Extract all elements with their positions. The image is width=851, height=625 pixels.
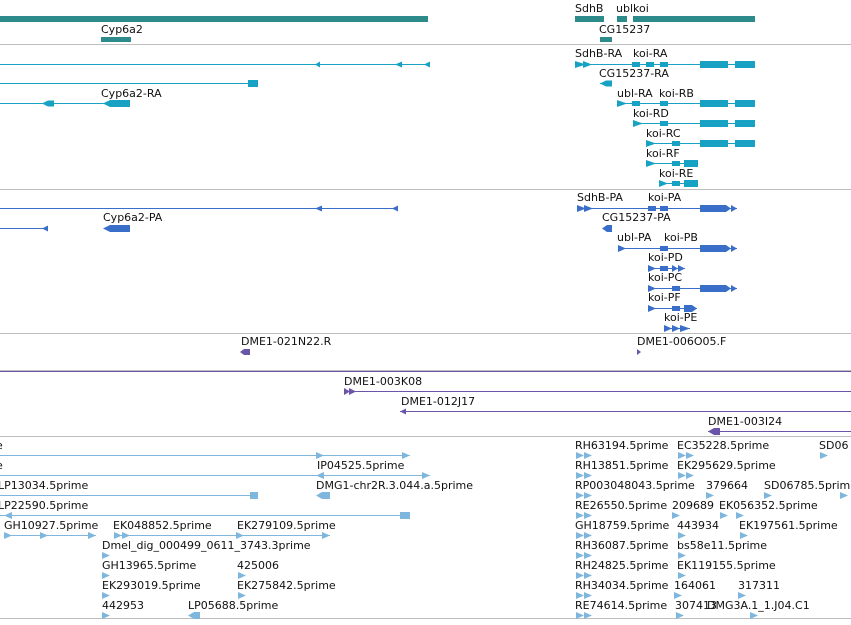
est-label-gh13965[interactable]: GH13965.5prime [102, 559, 197, 572]
protein-label-koi-pc[interactable]: koi-PC [648, 271, 682, 284]
est-label-ek295629[interactable]: EK295629.5prime [677, 459, 776, 472]
est-label-sd06785[interactable]: SD06785.5prime [764, 479, 851, 492]
transcript-label-koi-re[interactable]: koi-RE [659, 167, 693, 180]
est-label-307413[interactable]: 307413 [675, 599, 717, 612]
est-label-425006[interactable]: 425006 [237, 559, 279, 572]
est-label-e-2[interactable]: e [0, 459, 3, 472]
est-label-ek119155[interactable]: EK119155.5prime [677, 559, 776, 572]
est-label-164061[interactable]: 164061 [674, 579, 716, 592]
protein-label-cyp6a2-pa[interactable]: Cyp6a2-PA [103, 211, 163, 224]
transcript-label-koi-rf[interactable]: koi-RF [646, 147, 680, 160]
est-label-317311[interactable]: 317311 [738, 579, 780, 592]
clone-label-dme1-003k08[interactable]: DME1-003K08 [344, 375, 422, 388]
est-label-ek056352[interactable]: EK056352.5prime [719, 499, 818, 512]
transcript-label-koi-ra[interactable]: koi-RA [633, 47, 668, 60]
est-label-rh36087[interactable]: RH36087.5prime [575, 539, 669, 552]
gene-sdhb-bar[interactable] [575, 16, 604, 22]
est-label-e-1[interactable]: e [0, 439, 3, 452]
est-label-re26550[interactable]: RE26550.5prime [575, 499, 667, 512]
transcript-label-koi-rb[interactable]: koi-RB [659, 87, 694, 100]
clone-label-dme1-021n22-r[interactable]: DME1-021N22.R [241, 335, 332, 348]
est-label-ec35228[interactable]: EC35228.5prime [677, 439, 769, 452]
gene-cg15237-bar[interactable] [600, 37, 612, 42]
transcript-label-cyp6a2-ra[interactable]: Cyp6a2-RA [101, 87, 162, 100]
gene-label-cg15237[interactable]: CG15237 [599, 23, 650, 36]
protein-label-koi-pe[interactable]: koi-PE [664, 311, 697, 324]
clone-pair-track: DME1-003K08 DME1-012J17 DME1-003I24 [0, 371, 851, 435]
est-label-ek293019[interactable]: EK293019.5prime [102, 579, 201, 592]
gene-label-sdhb[interactable]: SdhB [575, 2, 603, 15]
est-label-442953[interactable]: 442953 [102, 599, 144, 612]
est-label-rh24825[interactable]: RH24825.5prime [575, 559, 669, 572]
est-label-379664[interactable]: 379664 [706, 479, 748, 492]
protein-label-sdhb-pa[interactable]: SdhB-PA [577, 191, 623, 204]
protein-label-koi-pa[interactable]: koi-PA [648, 191, 682, 204]
gene-label-cyp6a2[interactable]: Cyp6a2 [101, 23, 143, 36]
gene-label-ubl[interactable]: ubl [616, 2, 633, 15]
est-label-gh18759[interactable]: GH18759.5prime [575, 519, 670, 532]
gene-label-koi[interactable]: koi [633, 2, 649, 15]
est-label-sd06[interactable]: SD06 [819, 439, 848, 452]
gene-cyp6a2-bar[interactable] [101, 37, 131, 42]
gene-ubl-bar[interactable] [617, 16, 627, 22]
protein-label-koi-pd[interactable]: koi-PD [648, 251, 683, 264]
est-label-209689[interactable]: 209689 [672, 499, 714, 512]
protein-label-cg15237-pa[interactable]: CG15237-PA [602, 211, 671, 224]
est-label-dmg3a[interactable]: DMG3A.1_1.J04.C1 [707, 599, 810, 612]
est-label-ek197561[interactable]: EK197561.5prime [739, 519, 838, 532]
track-separators [0, 44, 851, 619]
gene-cyp6a2-span[interactable] [0, 16, 428, 22]
est-label-ek275842[interactable]: EK275842.5prime [237, 579, 336, 592]
est-label-gh10927[interactable]: GH10927.5prime [4, 519, 99, 532]
est-label-ek279109[interactable]: EK279109.5prime [237, 519, 336, 532]
est-label-rh63194[interactable]: RH63194.5prime [575, 439, 669, 452]
protein-label-ubl-pa[interactable]: ubl-PA [617, 231, 652, 244]
est-label-443934[interactable]: 443934 [677, 519, 719, 532]
transcript-label-koi-rd[interactable]: koi-RD [633, 107, 669, 120]
est-label-re74614[interactable]: RE74614.5prime [575, 599, 667, 612]
protein-label-koi-pb[interactable]: koi-PB [664, 231, 698, 244]
transcript-track: Cyp6a2-RA SdhB-RA koi-RA CG15237-RA ubl-… [0, 47, 755, 187]
est-label-bs58e11[interactable]: bs58e11.5prime [677, 539, 767, 552]
est-label-rh13851[interactable]: RH13851.5prime [575, 459, 669, 472]
clone-end-track: DME1-021N22.R DME1-006O05.F [240, 335, 726, 355]
clone-label-dme1-012j17[interactable]: DME1-012J17 [401, 395, 475, 408]
est-label-dmel-dig[interactable]: Dmel_dig_000499_0611_3743.3prime [102, 539, 311, 552]
clone-label-dme1-003i24[interactable]: DME1-003I24 [708, 415, 782, 428]
est-label-ip04525[interactable]: IP04525.5prime [317, 459, 405, 472]
transcript-label-sdhb-ra[interactable]: SdhB-RA [575, 47, 623, 60]
transcript-label-koi-rc[interactable]: koi-RC [646, 127, 681, 140]
est-label-lp22590[interactable]: LP22590.5prime [0, 499, 89, 512]
est-label-rh34034[interactable]: RH34034.5prime [575, 579, 669, 592]
est-label-dmg1-chr2r[interactable]: DMG1-chr2R.3.044.a.5prime [316, 479, 473, 492]
gene-track: Cyp6a2 SdhB ubl koi CG15237 [0, 2, 755, 42]
transcript-label-ubl-ra[interactable]: ubl-RA [617, 87, 653, 100]
protein-track: Cyp6a2-PA SdhB-PA koi-PA CG15237-PA ubl-… [0, 191, 737, 332]
gene-koi-bar[interactable] [633, 16, 755, 22]
est-label-rp003048043[interactable]: RP003048043.5prime [575, 479, 695, 492]
transcript-label-cg15237-ra[interactable]: CG15237-RA [599, 67, 669, 80]
est-label-lp13034[interactable]: LP13034.5prime [0, 479, 89, 492]
est-label-ek048852[interactable]: EK048852.5prime [113, 519, 212, 532]
clone-label-dme1-006o05-f[interactable]: DME1-006O05.F [637, 335, 726, 348]
est-label-lp05688[interactable]: LP05688.5prime [188, 599, 279, 612]
est-track: e RH63194.5prime EC35228.5prime SD06 e I… [0, 439, 851, 619]
protein-label-koi-pf[interactable]: koi-PF [648, 291, 681, 304]
